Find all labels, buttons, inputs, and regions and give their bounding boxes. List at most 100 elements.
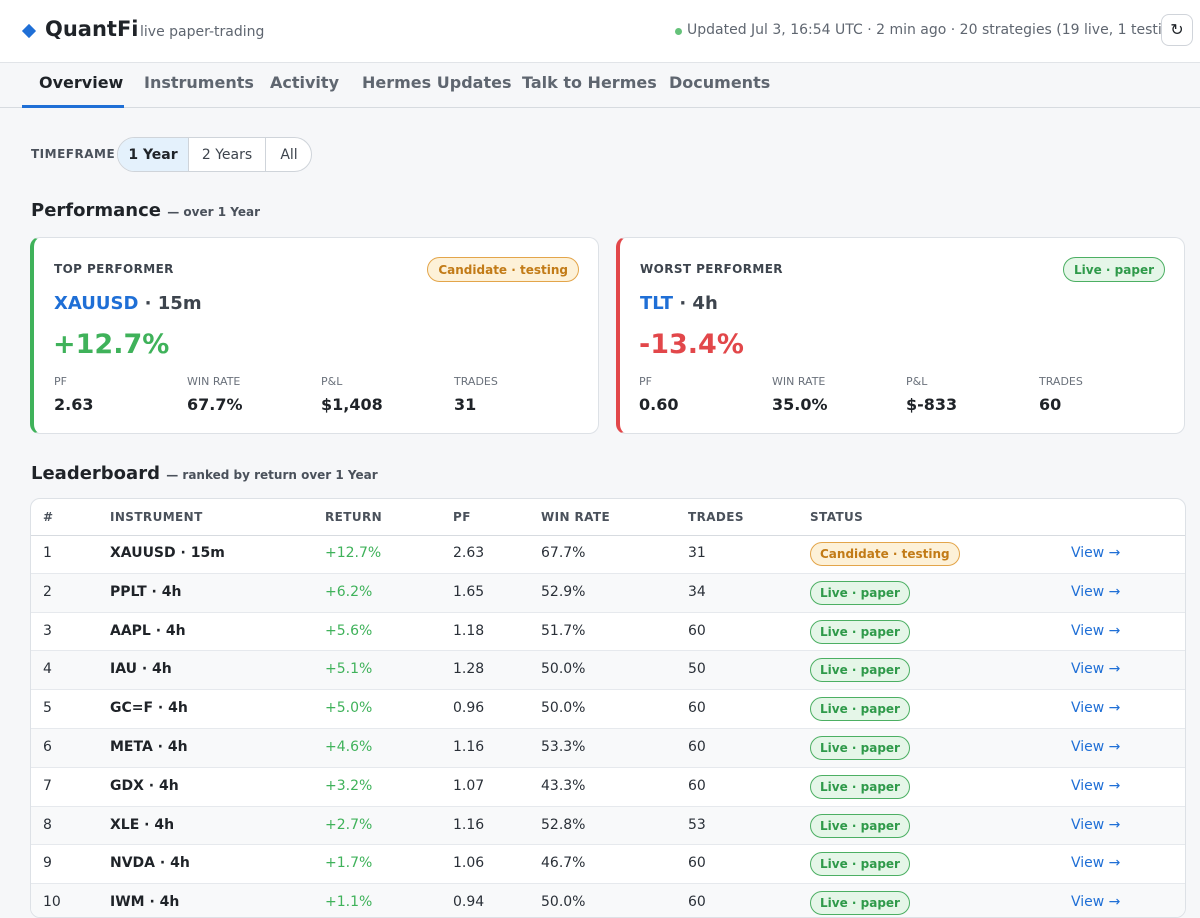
status-badge: Live · paper — [810, 619, 910, 644]
column-header-instrument[interactable]: INSTRUMENT — [110, 510, 203, 524]
row-pf: 1.28 — [453, 661, 485, 678]
column-header-status[interactable]: STATUS — [810, 510, 864, 524]
card-instrument: TLT · 4h — [640, 293, 718, 314]
metric-label-win-rate: WIN RATE — [187, 375, 241, 388]
row-pf: 1.16 — [453, 816, 485, 833]
view-link[interactable]: View → — [1071, 816, 1121, 833]
row-rank: 2 — [43, 583, 52, 600]
row-pf: 2.63 — [453, 545, 485, 561]
view-link[interactable]: View → — [1071, 894, 1121, 911]
row-instrument[interactable]: PPLT · 4h — [110, 583, 182, 600]
tab-documents[interactable]: Documents — [669, 73, 771, 92]
row-instrument[interactable]: XLE · 4h — [110, 816, 175, 833]
view-link[interactable]: View → — [1071, 661, 1121, 678]
column-header-return[interactable]: RETURN — [325, 510, 383, 524]
main-tabs: Overview Instruments Activity Hermes Upd… — [0, 62, 1200, 108]
row-pf: 1.07 — [453, 777, 485, 794]
column-header-win-rate[interactable]: WIN RATE — [541, 510, 611, 524]
row-instrument[interactable]: GC=F · 4h — [110, 700, 188, 717]
leaderboard-heading: Leaderboard — ranked by return over 1 Ye… — [31, 463, 378, 484]
row-trades: 60 — [688, 894, 706, 911]
table-row[interactable]: 6 META · 4h +4.6% 1.16 53.3% 60 Live · paper Vi… — [31, 729, 1185, 768]
view-link[interactable]: View → — [1071, 739, 1121, 755]
metric-value-trades: 60 — [1039, 395, 1062, 414]
top-performer-card[interactable]: TOP PERFORMER Candidate · testing XAUUSD… — [30, 237, 599, 434]
row-trades: 53 — [688, 816, 706, 833]
timeframe-all[interactable]: All — [280, 146, 298, 163]
timeframe-2-years[interactable]: 2 Years — [201, 146, 253, 163]
view-link[interactable]: View → — [1071, 622, 1121, 639]
metric-value-pnl: $-833 — [906, 395, 958, 414]
row-win-rate: 50.0% — [541, 894, 586, 911]
status-badge: Live · paper — [810, 736, 910, 760]
tab-instruments[interactable]: Instruments — [144, 73, 254, 92]
status-badge: Live · paper — [810, 580, 910, 605]
instrument-interval: · 15m — [138, 293, 202, 314]
status-badge: Live · paper — [810, 891, 910, 916]
leaderboard-title: Leaderboard — [31, 463, 160, 484]
row-instrument[interactable]: NVDA · 4h — [110, 855, 190, 872]
instrument-interval: · 4h — [673, 293, 718, 314]
view-link[interactable]: View → — [1071, 583, 1121, 600]
row-return: +12.7% — [325, 545, 382, 561]
metric-label-trades: TRADES — [454, 375, 498, 388]
view-link[interactable]: View → — [1071, 700, 1121, 717]
row-win-rate: 52.8% — [541, 816, 586, 833]
row-instrument[interactable]: IAU · 4h — [110, 661, 172, 678]
table-row[interactable]: 4 IAU · 4h +5.1% 1.28 50.0% 50 Live · paper Vie… — [31, 651, 1185, 691]
metric-value-pf: 0.60 — [639, 395, 679, 414]
row-instrument[interactable]: META · 4h — [110, 739, 188, 755]
table-header-divider — [31, 535, 1185, 536]
metric-label-pnl: P&L — [321, 375, 343, 388]
row-instrument[interactable]: XAUUSD · 15m — [110, 545, 225, 561]
row-return: +3.2% — [325, 777, 373, 794]
table-row[interactable]: 9 NVDA · 4h +1.7% 1.06 46.7% 60 Live · paper Vi… — [31, 845, 1185, 885]
instrument-symbol[interactable]: XAUUSD — [54, 293, 139, 314]
table-row[interactable]: 7 GDX · 4h +3.2% 1.07 43.3% 60 Live · paper Vie… — [31, 768, 1185, 807]
row-trades: 60 — [688, 739, 706, 755]
table-row[interactable]: 1 XAUUSD · 15m +12.7% 2.63 67.7% 31 Candidate … — [31, 535, 1185, 574]
table-row[interactable]: 3 AAPL · 4h +5.6% 1.18 51.7% 60 Live · paper Vi… — [31, 613, 1185, 652]
table-row[interactable]: 8 XLE · 4h +2.7% 1.16 52.8% 53 Live · paper Vie… — [31, 806, 1185, 846]
tab-overview[interactable]: Overview — [39, 73, 124, 92]
column-header-rank: # — [43, 510, 54, 524]
view-link[interactable]: View → — [1071, 855, 1121, 872]
metric-value-win-rate: 67.7% — [187, 395, 243, 414]
row-win-rate: 53.3% — [541, 739, 586, 755]
column-header-pf[interactable]: PF — [453, 510, 471, 524]
row-trades: 60 — [688, 622, 706, 639]
row-instrument[interactable]: IWM · 4h — [110, 894, 180, 911]
performance-heading: Performance — over 1 Year — [31, 200, 260, 221]
row-rank: 3 — [43, 622, 52, 639]
view-link[interactable]: View → — [1071, 777, 1121, 794]
row-instrument[interactable]: AAPL · 4h — [110, 622, 186, 639]
timeframe-label: TIMEFRAME — [31, 147, 116, 161]
metric-value-pnl: $1,408 — [321, 395, 383, 414]
column-header-trades[interactable]: TRADES — [688, 510, 744, 524]
row-pf: 1.16 — [453, 739, 485, 755]
timeframe-divider — [188, 138, 189, 171]
app-header: QuantFi live paper-trading Updated Jul 3… — [0, 0, 1200, 62]
row-rank: 1 — [43, 545, 52, 561]
status-badge: Live · paper — [1063, 257, 1165, 282]
row-rank: 4 — [43, 661, 52, 678]
instrument-symbol[interactable]: TLT — [640, 293, 674, 314]
performance-title: Performance — [31, 200, 161, 221]
tab-hermes-updates[interactable]: Hermes Updates — [362, 73, 512, 92]
row-trades: 50 — [688, 661, 706, 678]
table-row[interactable]: 2 PPLT · 4h +6.2% 1.65 52.9% 34 Live · paper Vi… — [31, 573, 1185, 613]
status-badge: Live · paper — [810, 813, 910, 838]
refresh-button[interactable]: ↻ — [1161, 14, 1193, 46]
timeframe-selector: 1 Year 2 Years All — [117, 137, 312, 172]
row-instrument[interactable]: GDX · 4h — [110, 777, 179, 794]
tab-activity[interactable]: Activity — [270, 73, 339, 92]
table-row[interactable]: 5 GC=F · 4h +5.0% 0.96 50.0% 60 Live · paper Vi… — [31, 690, 1185, 729]
view-link[interactable]: View → — [1071, 545, 1121, 561]
tab-talk-to-hermes[interactable]: Talk to Hermes — [522, 73, 657, 92]
worst-performer-card[interactable]: WORST PERFORMER Live · paper TLT · 4h -1… — [616, 237, 1185, 434]
timeframe-1-year[interactable]: 1 Year — [118, 138, 188, 171]
table-row[interactable]: 10 IWM · 4h +1.1% 0.94 50.0% 60 Live · paper Vi… — [31, 884, 1185, 917]
status-badge: Live · paper — [810, 658, 910, 683]
row-rank: 10 — [43, 894, 61, 911]
row-win-rate: 46.7% — [541, 855, 586, 872]
